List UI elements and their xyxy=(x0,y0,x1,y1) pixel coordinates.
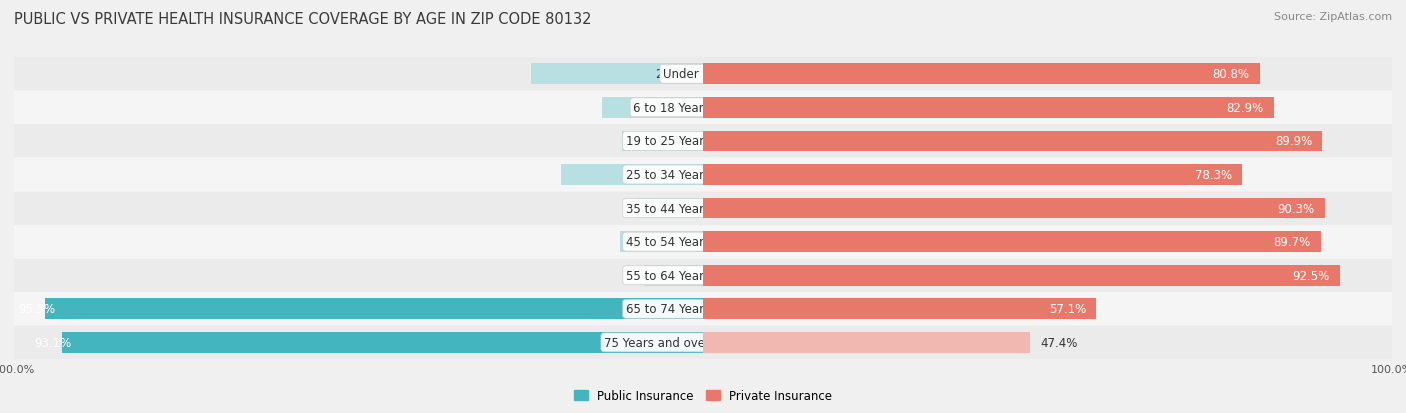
Bar xyxy=(14,293,703,325)
Bar xyxy=(703,225,1392,259)
Bar xyxy=(703,293,1392,325)
Bar xyxy=(14,92,703,124)
Bar xyxy=(703,58,1392,91)
Bar xyxy=(703,259,1392,292)
Bar xyxy=(703,232,1322,252)
Text: 89.9%: 89.9% xyxy=(1275,135,1312,148)
Text: 14.6%: 14.6% xyxy=(655,102,693,114)
Bar xyxy=(14,326,703,359)
Bar xyxy=(636,198,703,219)
Bar xyxy=(14,192,703,225)
Bar xyxy=(703,159,1392,192)
Bar xyxy=(703,265,1340,286)
Text: 65 to 74 Years: 65 to 74 Years xyxy=(626,303,710,316)
Bar xyxy=(621,131,703,152)
Text: 75 Years and over: 75 Years and over xyxy=(605,336,710,349)
Bar xyxy=(703,198,1324,219)
Bar xyxy=(703,326,1392,359)
Bar xyxy=(703,165,1243,185)
Legend: Public Insurance, Private Insurance: Public Insurance, Private Insurance xyxy=(569,385,837,407)
Text: 90.3%: 90.3% xyxy=(1278,202,1315,215)
Text: 93.1%: 93.1% xyxy=(35,336,72,349)
Text: 19 to 25 Years: 19 to 25 Years xyxy=(626,135,710,148)
Text: 55 to 64 Years: 55 to 64 Years xyxy=(626,269,710,282)
Text: 20.6%: 20.6% xyxy=(655,169,693,182)
Text: 9.7%: 9.7% xyxy=(662,202,693,215)
Text: 35 to 44 Years: 35 to 44 Years xyxy=(626,202,710,215)
Text: Under 6: Under 6 xyxy=(662,68,710,81)
Bar xyxy=(703,332,1029,353)
Bar xyxy=(703,125,1392,158)
Bar xyxy=(561,165,703,185)
Bar xyxy=(14,159,703,192)
Text: 25 to 34 Years: 25 to 34 Years xyxy=(626,169,710,182)
Text: 80.8%: 80.8% xyxy=(1212,68,1250,81)
Bar xyxy=(45,299,703,319)
Text: 45 to 54 Years: 45 to 54 Years xyxy=(626,235,710,249)
Text: 78.3%: 78.3% xyxy=(1195,169,1232,182)
Text: 6 to 18 Years: 6 to 18 Years xyxy=(633,102,710,114)
Bar xyxy=(14,225,703,259)
Bar xyxy=(644,265,703,286)
Text: 95.5%: 95.5% xyxy=(18,303,55,316)
Text: 92.5%: 92.5% xyxy=(1292,269,1330,282)
Text: 12.0%: 12.0% xyxy=(655,235,693,249)
Bar xyxy=(14,259,703,292)
Bar xyxy=(62,332,703,353)
Bar xyxy=(14,58,703,91)
Bar xyxy=(703,92,1392,124)
Text: Source: ZipAtlas.com: Source: ZipAtlas.com xyxy=(1274,12,1392,22)
Bar xyxy=(620,232,703,252)
Text: 57.1%: 57.1% xyxy=(1049,303,1085,316)
Text: 11.8%: 11.8% xyxy=(655,135,693,148)
Text: 25.0%: 25.0% xyxy=(655,68,693,81)
Text: 8.6%: 8.6% xyxy=(662,269,693,282)
Bar xyxy=(14,125,703,158)
Bar xyxy=(703,192,1392,225)
Bar xyxy=(703,131,1323,152)
Text: PUBLIC VS PRIVATE HEALTH INSURANCE COVERAGE BY AGE IN ZIP CODE 80132: PUBLIC VS PRIVATE HEALTH INSURANCE COVER… xyxy=(14,12,592,27)
Text: 82.9%: 82.9% xyxy=(1226,102,1264,114)
Bar xyxy=(531,64,703,85)
Text: 47.4%: 47.4% xyxy=(1040,336,1077,349)
Bar xyxy=(703,299,1097,319)
Bar xyxy=(602,98,703,119)
Bar xyxy=(703,64,1260,85)
Text: 89.7%: 89.7% xyxy=(1274,235,1310,249)
Bar xyxy=(703,98,1274,119)
